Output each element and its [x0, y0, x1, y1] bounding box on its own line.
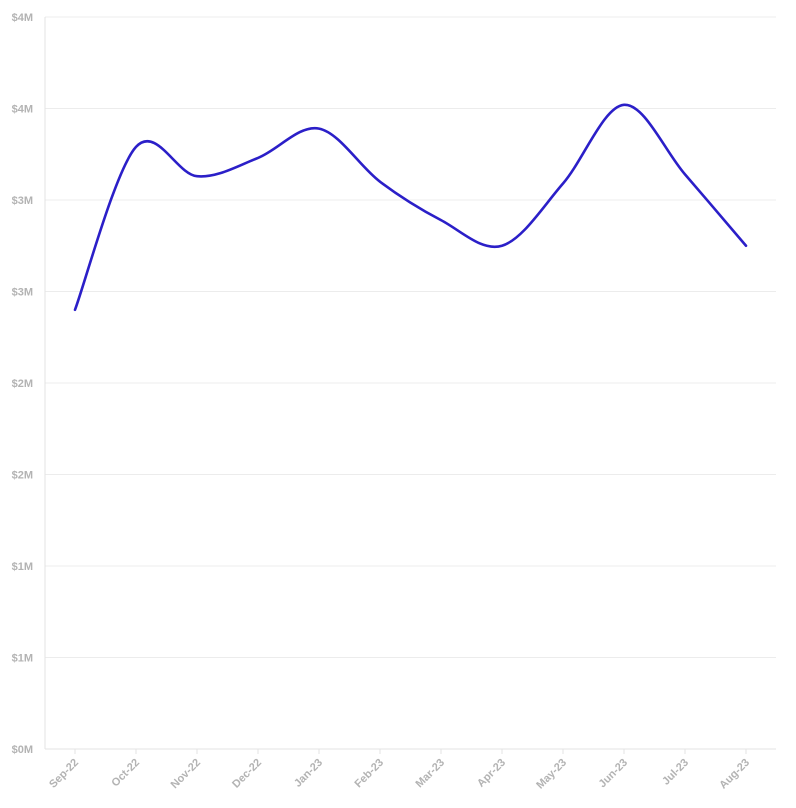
grid-layer [45, 16, 776, 658]
x-tick-label: Jul-23 [660, 757, 691, 788]
x-tick-label: Nov-22 [169, 757, 203, 791]
axis-layer [44, 17, 776, 754]
y-tick-label: $4M [12, 104, 33, 116]
series-layer [73, 103, 748, 312]
x-tick-label: Aug-23 [717, 757, 752, 792]
x-tick-label: Oct-22 [109, 757, 142, 790]
y-tick-labels: $0M $1M $1M $2M $2M $3M $3M $4M $4M [12, 12, 33, 756]
y-tick-label: $3M [12, 287, 33, 299]
y-tick-label: $3M [12, 195, 33, 207]
x-tick-label: Dec-22 [230, 757, 264, 791]
y-tick-label: $1M [12, 653, 33, 665]
x-tick-label: Mar-23 [414, 757, 448, 791]
y-tick-label: $2M [12, 470, 33, 482]
y-tick-label: $0M [12, 744, 33, 756]
y-tick-label: $2M [12, 378, 33, 390]
x-tick-label: Jan-23 [292, 757, 325, 790]
x-tick-label: Jun-23 [597, 757, 631, 791]
x-tick-label: Feb-23 [353, 757, 387, 791]
y-tick-label: $1M [12, 561, 33, 573]
x-tick-label: Sep-22 [47, 757, 81, 791]
x-tick-label: May-23 [534, 757, 569, 792]
series-line [73, 103, 748, 312]
y-tick-label: $4M [12, 12, 33, 24]
x-tick-labels: Sep-22 Oct-22 Nov-22 Dec-22 Jan-23 Feb-23 Mar-… [47, 757, 752, 792]
x-tick-label: Apr-23 [475, 757, 508, 790]
